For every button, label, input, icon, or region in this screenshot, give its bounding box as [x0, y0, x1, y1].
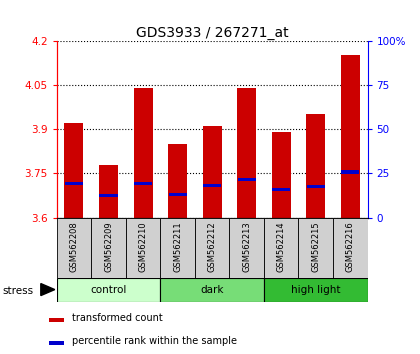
Bar: [99, 165, 118, 218]
Text: high light: high light: [291, 285, 341, 295]
Text: GSM562208: GSM562208: [69, 221, 79, 272]
Text: GSM562214: GSM562214: [277, 221, 286, 272]
Bar: [202, 126, 222, 218]
Bar: [341, 56, 360, 218]
Text: dark: dark: [200, 285, 224, 295]
Bar: [57, 278, 160, 302]
Bar: [91, 218, 126, 278]
Text: GSM562215: GSM562215: [311, 221, 320, 272]
Bar: [299, 218, 333, 278]
Bar: [306, 114, 325, 218]
Bar: [126, 218, 160, 278]
Text: transformed count: transformed count: [71, 313, 162, 323]
Bar: [264, 218, 299, 278]
Polygon shape: [41, 284, 55, 296]
Bar: [134, 88, 152, 218]
Text: GSM562213: GSM562213: [242, 221, 251, 272]
Bar: [238, 178, 256, 181]
Bar: [341, 170, 359, 173]
Bar: [237, 88, 256, 218]
Text: percentile rank within the sample: percentile rank within the sample: [71, 336, 236, 346]
Bar: [65, 123, 84, 218]
Bar: [57, 218, 91, 278]
Bar: [50, 318, 64, 321]
Bar: [168, 144, 187, 218]
Bar: [168, 193, 186, 196]
Text: GSM562209: GSM562209: [104, 221, 113, 272]
Text: GSM562216: GSM562216: [346, 221, 355, 272]
Bar: [50, 341, 64, 344]
Bar: [65, 182, 83, 185]
Bar: [160, 278, 264, 302]
Bar: [160, 218, 195, 278]
Bar: [333, 218, 368, 278]
Bar: [272, 132, 291, 218]
Text: control: control: [90, 285, 127, 295]
Bar: [272, 188, 290, 191]
Text: GSM562210: GSM562210: [139, 221, 147, 272]
Bar: [203, 184, 221, 187]
Bar: [134, 182, 152, 185]
Bar: [307, 185, 325, 188]
Text: GSM562211: GSM562211: [173, 221, 182, 272]
Bar: [195, 218, 229, 278]
Bar: [229, 218, 264, 278]
Bar: [264, 278, 368, 302]
Title: GDS3933 / 267271_at: GDS3933 / 267271_at: [136, 26, 289, 40]
Bar: [100, 194, 118, 197]
Text: GSM562212: GSM562212: [207, 221, 217, 272]
Text: stress: stress: [2, 286, 33, 296]
